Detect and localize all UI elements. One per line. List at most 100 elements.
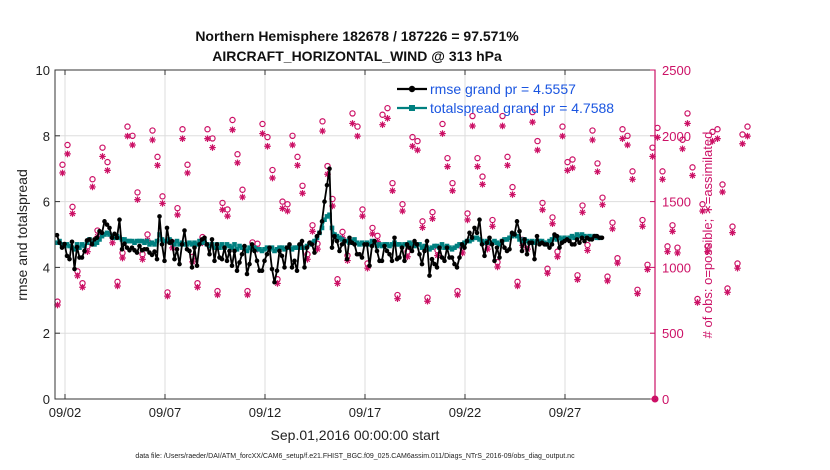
rmse-point — [302, 265, 307, 270]
totalspread-point — [439, 242, 445, 247]
totalspread-point — [569, 233, 575, 239]
obs-assimilated-point — [319, 127, 326, 135]
y-axis-label-right: # of obs: o=possible; ∗=assimilated — [700, 132, 715, 339]
y-tick-label-left: 6 — [43, 195, 50, 210]
totalspread-point — [54, 240, 60, 246]
obs-assimilated-point — [139, 256, 146, 263]
rmse-point — [109, 235, 115, 241]
totalspread-point — [164, 238, 170, 244]
rmse-point — [169, 238, 175, 244]
y-axis-label-left: rmse and totalspread — [14, 169, 30, 301]
rmse-point — [409, 248, 415, 254]
rmse-point — [342, 238, 347, 244]
rmse-point — [439, 255, 445, 260]
rmse-point — [299, 238, 305, 244]
obs-possible-point — [104, 158, 111, 166]
totalspread-point — [197, 238, 202, 244]
obs-assimilated-point — [269, 174, 276, 182]
obs-possible-point — [429, 208, 436, 216]
y-tick-label-right: 1000 — [662, 260, 691, 275]
rmse-point — [452, 261, 457, 267]
rmse-point — [282, 265, 287, 270]
obs-assimilated-point — [154, 162, 161, 169]
obs-assimilated-point — [619, 135, 626, 142]
rmse-point — [357, 251, 362, 257]
rmse-point — [492, 258, 497, 264]
obs-assimilated-point — [354, 132, 361, 140]
obs-assimilated-point — [59, 169, 66, 177]
totalspread-point — [129, 238, 135, 244]
rmse-point — [389, 258, 395, 264]
obs-possible-point — [69, 203, 76, 211]
obs-assimilated-point — [734, 264, 741, 272]
totalspread-point — [152, 242, 157, 247]
rmse-point — [209, 237, 215, 242]
rmse-point — [189, 265, 195, 270]
obs-assimilated-point — [729, 229, 736, 236]
obs-assimilated-point — [399, 207, 406, 215]
rmse-point — [99, 230, 105, 236]
rmse-point — [179, 242, 185, 247]
y-tick-label-right: 500 — [662, 326, 684, 341]
data-file-footnote: data file: /Users/raeder/DAI/ATM_forcXX/… — [135, 453, 575, 460]
totalspread-point — [457, 242, 462, 247]
totalspread-point — [452, 245, 457, 250]
obs-assimilated-point — [79, 283, 86, 291]
rmse-point — [437, 245, 442, 250]
totalspread-point — [517, 237, 522, 242]
totalspread-point — [344, 238, 350, 244]
y-tick-label-left: 0 — [43, 392, 50, 407]
obs-assimilated-point — [639, 222, 646, 230]
totalspread-point — [77, 245, 82, 250]
obs-assimilated-point — [489, 222, 496, 230]
rmse-point — [102, 219, 107, 224]
rmse-point — [327, 166, 332, 171]
obs-possible-point — [439, 120, 446, 128]
obs-assimilated-point — [544, 269, 551, 277]
rmse-point — [432, 261, 437, 267]
obs-assimilated-point — [294, 162, 301, 169]
rmse-point — [522, 237, 527, 242]
rmse-point — [459, 242, 465, 247]
obs-possible-point — [624, 132, 631, 139]
totalspread-point — [247, 245, 252, 250]
rmse-point — [529, 240, 535, 246]
rmse-point — [494, 245, 500, 250]
obs-possible-point — [699, 201, 706, 208]
y-tick-label-right: 0 — [662, 392, 669, 407]
obs-possible-point — [714, 126, 721, 133]
rmse-point — [174, 247, 180, 252]
rmse-point — [474, 230, 480, 236]
totalspread-point — [417, 242, 422, 247]
totalspread-point — [59, 242, 65, 247]
totalspread-point — [319, 225, 325, 231]
rmse-point — [114, 235, 120, 241]
legend-spread-marker — [409, 105, 415, 111]
totalspread-point — [74, 242, 80, 247]
totalspread-point — [547, 238, 552, 244]
obs-possible-point — [674, 244, 681, 251]
obs-assimilated-point — [239, 193, 246, 201]
rmse-point — [519, 248, 525, 254]
rmse-point — [392, 235, 397, 241]
obs-assimilated-point — [429, 215, 436, 222]
rmse-point — [234, 268, 240, 273]
totalspread-point — [117, 235, 122, 241]
obs-possible-point — [379, 111, 386, 118]
obs-possible-point — [619, 126, 626, 133]
ticks: 09/02 09/07 09/12 09/17 09/22 09/27 0 2 4 6 8 10 0 50… — [36, 63, 691, 420]
obs-possible-point — [284, 201, 291, 208]
obs-possible-point — [409, 133, 416, 141]
y-tick-label-right: 2000 — [662, 129, 691, 144]
obs-possible-point — [229, 116, 236, 124]
obs-assimilated-point — [464, 216, 471, 224]
totalspread-point — [234, 247, 240, 252]
chart-title-line2: AIRCRAFT_HORIZONTAL_WIND @ 313 hPa — [212, 48, 502, 64]
totalspread-point — [177, 242, 182, 247]
totalspread-point — [132, 240, 137, 246]
totalspread-point — [97, 237, 102, 242]
obs-possible-point — [659, 168, 666, 175]
rmse-point — [74, 244, 80, 250]
totalspread-point — [192, 240, 197, 246]
totalspread-point — [567, 235, 572, 241]
